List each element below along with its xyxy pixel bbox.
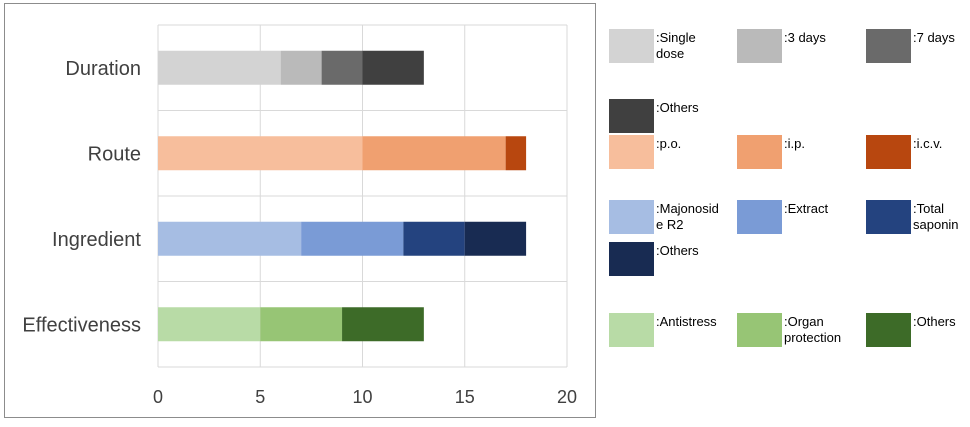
bar-segment: [158, 307, 261, 342]
legend-label: :Others: [656, 100, 699, 115]
chart-plot: 0 5 10 15 20 Duration Route Ingredient Effective…: [22, 24, 577, 407]
legend-label: :Single dose: [656, 30, 696, 61]
bar-segment: [362, 136, 506, 171]
x-tick-label: 20: [557, 387, 577, 407]
legend-label: :3 days: [784, 30, 826, 45]
category-label: Duration: [65, 58, 141, 80]
legend-swatch: [609, 135, 654, 169]
category-label: Ingredient: [52, 229, 141, 251]
legend-label: :Total saponin: [913, 201, 959, 232]
bar-segment: [158, 136, 363, 171]
legend-item: :i.c.v.: [866, 135, 970, 169]
legend-swatch: [866, 313, 911, 347]
legend-item: :7 days: [866, 29, 970, 63]
category-label: Effectiveness: [22, 314, 141, 336]
legend-item: :Others: [609, 99, 726, 133]
legend-item: :3 days: [737, 29, 854, 63]
legend-item: :Majonoside R2: [609, 200, 726, 234]
legend-item: :Single dose: [609, 29, 726, 63]
legend-swatch: [609, 200, 654, 234]
legend-item: :i.p.: [737, 135, 854, 169]
bar-segment: [321, 50, 363, 85]
x-tick-label: 0: [153, 387, 163, 407]
legend-swatch: [866, 29, 911, 63]
bar-segment: [403, 221, 465, 256]
category-label: Route: [88, 143, 141, 165]
legend-item: :Others: [609, 242, 726, 276]
legend-swatch: [737, 313, 782, 347]
legend-item: :p.o.: [609, 135, 726, 169]
chart-frame: 0 5 10 15 20 Duration Route Ingredient Effective…: [4, 3, 596, 418]
legend-swatch: [609, 29, 654, 63]
legend-label: :7 days: [913, 30, 955, 45]
legend-item: :Extract: [737, 200, 854, 234]
legend-label: :Others: [913, 314, 956, 329]
legend-swatch: [609, 313, 654, 347]
bar-segment: [464, 221, 527, 256]
legend-label: :Organ protection: [784, 314, 842, 345]
x-tick-label: 10: [352, 387, 372, 407]
legend-item: :Others: [866, 313, 970, 347]
legend-item: :Antistress: [609, 313, 726, 347]
legend-label: :i.c.v.: [913, 136, 943, 151]
bar-segment: [158, 221, 302, 256]
bar-segment: [280, 50, 322, 85]
legend-swatch: [866, 200, 911, 234]
legend-item: :Total saponin: [866, 200, 970, 234]
legend-label: :Others: [656, 243, 699, 258]
bar-segment: [362, 50, 424, 85]
legend-label: :p.o.: [656, 136, 682, 151]
legend-label: :Majonoside R2: [656, 201, 719, 232]
bar-segment: [342, 307, 424, 342]
bar-segment: [301, 221, 404, 256]
x-tick-label: 5: [255, 387, 265, 407]
legend-label: :Extract: [784, 201, 829, 216]
legend-swatch: [737, 29, 782, 63]
legend-swatch: [609, 99, 654, 133]
legend-swatch: [737, 135, 782, 169]
legend-label: :i.p.: [784, 136, 805, 151]
legend-label: :Antistress: [656, 314, 717, 329]
legend-swatch: [737, 200, 782, 234]
legend-item: :Organ protection: [737, 313, 854, 347]
bar-segment: [158, 50, 281, 85]
x-tick-label: 15: [455, 387, 475, 407]
bar-segment: [505, 136, 527, 171]
bar-segment: [260, 307, 343, 342]
legend-swatch: [609, 242, 654, 276]
legend-swatch: [866, 135, 911, 169]
